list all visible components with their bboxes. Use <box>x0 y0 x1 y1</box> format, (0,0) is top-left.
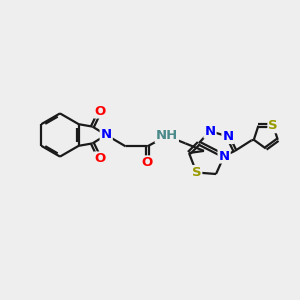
Text: N: N <box>222 130 234 143</box>
Text: O: O <box>94 152 106 166</box>
Text: O: O <box>94 104 106 118</box>
Text: S: S <box>268 119 278 132</box>
Text: N: N <box>218 149 230 163</box>
Text: S: S <box>192 166 201 179</box>
Text: O: O <box>142 156 153 170</box>
Text: NH: NH <box>156 129 178 142</box>
Text: N: N <box>204 124 216 138</box>
Text: N: N <box>100 128 112 142</box>
